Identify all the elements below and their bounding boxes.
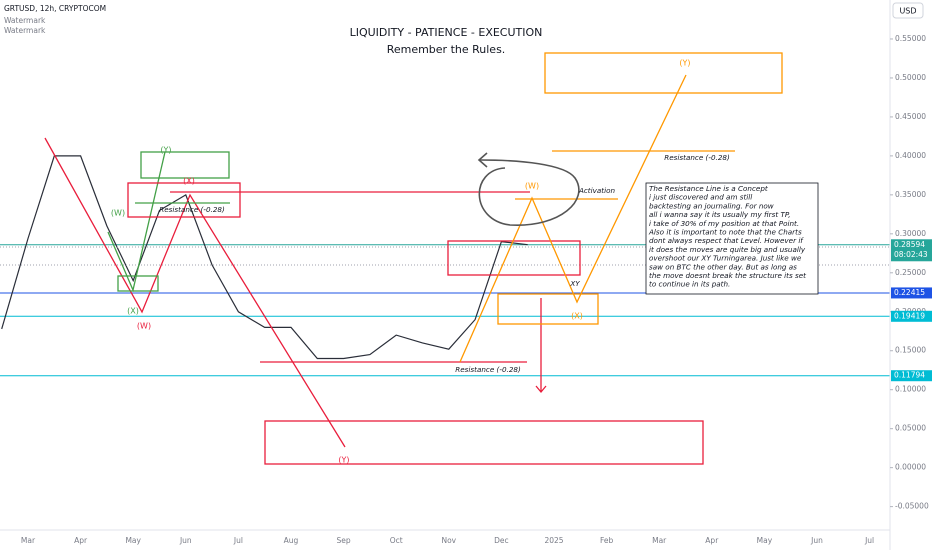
price-tag bbox=[891, 370, 932, 382]
x-tick-label: Oct bbox=[390, 536, 403, 545]
wave-label: (Y) bbox=[160, 146, 171, 155]
red-arrow-head bbox=[535, 385, 547, 394]
y-tick-label: 0.35000 bbox=[895, 190, 926, 199]
x-tick-label: May bbox=[125, 536, 141, 545]
circle-arrow-head bbox=[477, 152, 488, 168]
y-tick-label: 0.55000 bbox=[895, 34, 926, 43]
price-tag-label: 0.28594 bbox=[894, 240, 925, 249]
orange-box bbox=[544, 52, 783, 94]
price-tag bbox=[891, 310, 932, 322]
note-line: saw on BTC the other day. But as long as bbox=[649, 262, 797, 271]
resistance-label: Resistance (-0.28) bbox=[455, 365, 521, 374]
note-line: it does the moves are quite big and usua… bbox=[649, 245, 806, 254]
wave-label: (X) bbox=[183, 177, 195, 186]
x-tick-label: Feb bbox=[600, 536, 614, 545]
wave-label: (X) bbox=[571, 312, 583, 321]
symbol-header: GRTUSD, 12h, CRYPTOCOM bbox=[4, 4, 106, 13]
x-tick-label: Jul bbox=[864, 536, 874, 545]
price-tag bbox=[891, 239, 932, 262]
note-line: all i wanna say it its usually my first … bbox=[649, 210, 790, 219]
price-tag-label: 0.22415 bbox=[894, 288, 925, 297]
price-tag-label: 0.19419 bbox=[894, 311, 925, 320]
red-box bbox=[264, 420, 704, 465]
note-line: backtesting an journaling. For now bbox=[649, 201, 774, 210]
note-line: i just discovered and am still bbox=[649, 193, 752, 202]
x-tick-label: Apr bbox=[74, 536, 88, 545]
xy-label: XY bbox=[569, 279, 580, 288]
note-line: The Resistance Line is a Concept bbox=[649, 184, 769, 193]
x-tick-label: Sep bbox=[337, 536, 351, 545]
y-tick-label: 0.15000 bbox=[895, 346, 926, 355]
note-line: i take of 30% of my position at that Poi… bbox=[649, 219, 799, 228]
currency[interactable]: USD bbox=[899, 7, 916, 16]
circle-arrow bbox=[478, 159, 580, 226]
y-tick-label: 0.40000 bbox=[895, 151, 926, 160]
y-tick-label: 0.05000 bbox=[895, 424, 926, 433]
activation-label: Activation bbox=[578, 186, 616, 195]
y-tick-label: 0.10000 bbox=[895, 385, 926, 394]
x-tick-label: Jun bbox=[810, 536, 823, 545]
y-tick-label: 0.50000 bbox=[895, 73, 926, 82]
note-line: overshoot our XY Turningarea. Just like … bbox=[649, 254, 802, 263]
note-line: dont always respect that Level. However … bbox=[649, 236, 804, 245]
wave-label: (W) bbox=[111, 209, 125, 218]
y-tick-label: 0.00000 bbox=[895, 463, 926, 472]
y-tick-label: 0.25000 bbox=[895, 268, 926, 277]
note-line: Also it is important to note that the Ch… bbox=[648, 228, 802, 237]
green-zigzag bbox=[107, 151, 166, 293]
currency-button[interactable] bbox=[892, 2, 924, 19]
labels: (W) (X) (Y) (W) (X) (Y) (W) (X) (Y) Resi… bbox=[111, 59, 730, 465]
x-tick-label: Jul bbox=[233, 536, 243, 545]
price-tag bbox=[891, 287, 932, 299]
x-tick-label: May bbox=[757, 536, 773, 545]
red-box bbox=[447, 240, 581, 276]
price-line-series bbox=[1, 155, 528, 360]
x-tick-label: Mar bbox=[652, 536, 667, 545]
note-line: the move doesnt break the structure its … bbox=[649, 271, 807, 280]
y-tick-label: -0.05000 bbox=[895, 502, 929, 511]
watermark: Watermark bbox=[4, 26, 46, 35]
wave-label: (Y) bbox=[679, 59, 690, 68]
chart-subtitle: Remember the Rules. bbox=[387, 43, 506, 56]
x-tick-label: Apr bbox=[705, 536, 719, 545]
red-zigzag bbox=[44, 137, 346, 448]
green-box bbox=[140, 151, 230, 179]
wave-label: (Y) bbox=[338, 456, 349, 465]
y-tick-label: 0.45000 bbox=[895, 112, 926, 121]
countdown: 08:02:43 bbox=[894, 250, 928, 259]
x-tick-label: 2025 bbox=[544, 536, 563, 545]
x-tick-label: Nov bbox=[441, 536, 456, 545]
x-tick-label: Dec bbox=[494, 536, 509, 545]
x-tick-label: Aug bbox=[284, 536, 299, 545]
red-box bbox=[127, 182, 241, 218]
y-tick-label: 0.30000 bbox=[895, 229, 926, 238]
watermark: Watermark bbox=[4, 16, 46, 25]
wave-label: (W) bbox=[525, 182, 539, 191]
note-box bbox=[645, 182, 819, 295]
wave-label: (X) bbox=[127, 307, 139, 316]
orange-zigzag bbox=[459, 74, 687, 363]
note-line: to continue in its path. bbox=[649, 280, 730, 289]
green-box bbox=[117, 275, 159, 292]
x-tick-label: Jun bbox=[179, 536, 192, 545]
chart-title: LIQUIDITY - PATIENCE - EXECUTION bbox=[350, 26, 543, 39]
wave-label: (W) bbox=[137, 322, 151, 331]
resistance-label: Resistance (-0.28) bbox=[159, 205, 225, 214]
x-tick-label: Mar bbox=[21, 536, 36, 545]
price-tag-label: 0.11794 bbox=[894, 371, 925, 380]
resistance-label: Resistance (-0.28) bbox=[664, 153, 730, 162]
orange-box bbox=[497, 293, 599, 325]
